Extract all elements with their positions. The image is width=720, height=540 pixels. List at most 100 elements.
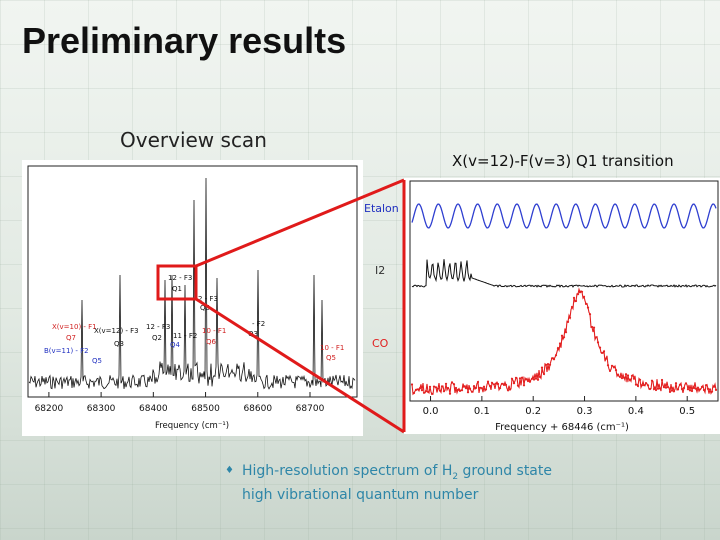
co-data-point: [700, 385, 704, 388]
co-data-point: [642, 384, 646, 387]
co-data-point: [588, 313, 592, 316]
overview-peak-annotation: - F2: [252, 320, 265, 328]
co-data-point: [568, 316, 572, 319]
co-data-point: [478, 386, 482, 389]
co-data-point: [670, 389, 674, 392]
co-data-point: [714, 388, 718, 391]
co-data-point: [658, 387, 662, 390]
co-data-point: [452, 383, 456, 386]
overview-peak-annotation: 10 - F1: [320, 344, 344, 352]
co-data-point: [426, 390, 430, 393]
co-data-point: [608, 369, 612, 372]
co-data-point: [412, 391, 416, 395]
overview-peak-annotation: Q2: [152, 334, 162, 342]
co-data-point: [646, 384, 650, 387]
co-data-point: [488, 384, 492, 388]
co-data-point: [628, 378, 632, 381]
co-data-point: [536, 378, 540, 381]
co-data-point: [576, 293, 580, 296]
overview-peak-annotation: Q7: [66, 334, 76, 342]
co-data-point: [518, 377, 522, 380]
co-data-point: [582, 295, 586, 298]
overview-plot-frame: [27, 165, 358, 398]
co-data-point: [540, 366, 544, 369]
co-data-point: [650, 379, 654, 382]
co-data-point: [634, 383, 638, 386]
co-data-point: [612, 366, 616, 369]
co-data-point: [620, 377, 624, 380]
zoom-line-top: [195, 178, 405, 268]
co-data-point: [496, 382, 500, 386]
co-data-point: [556, 347, 560, 350]
co-data-point: [638, 378, 642, 381]
co-data-point: [574, 299, 578, 303]
highres-x-tick-label: 0.3: [577, 406, 593, 417]
co-data-point: [462, 385, 466, 388]
co-label: CO: [372, 337, 389, 350]
co-data-point: [652, 387, 656, 391]
overview-x-tick-label: 68700: [296, 404, 325, 414]
co-data-point: [538, 375, 542, 378]
co-data-point: [560, 334, 564, 337]
co-data-point: [446, 386, 450, 390]
co-data-point: [678, 383, 682, 386]
co-data-point: [702, 388, 706, 392]
co-data-point: [524, 378, 528, 381]
co-data-point: [624, 373, 628, 376]
co-data-point: [580, 290, 584, 293]
overview-peak-annotation: Q5: [92, 357, 102, 365]
bullet-text: High-resolution spectrum of H2 ground st…: [242, 463, 552, 503]
co-data-point: [550, 357, 554, 360]
co-data-point: [520, 376, 524, 379]
co-data-point: [676, 388, 680, 391]
co-data-point: [690, 389, 694, 393]
co-data-point: [616, 373, 620, 376]
co-data-point: [460, 389, 464, 392]
highres-svg: 0.0 0.1 0.2 0.3 0.4 0.5 Frequency + 68446 (cm…: [409, 180, 719, 433]
overview-peak-annotation: 2 - F3: [198, 295, 218, 303]
co-data-point: [486, 380, 490, 383]
co-data-point: [594, 336, 598, 339]
co-data-point: [684, 382, 688, 385]
co-data-point: [442, 390, 446, 393]
co-data-point: [636, 384, 640, 388]
co-data-point: [410, 383, 414, 386]
co-data-point: [614, 369, 618, 372]
overview-x-tick-label: 68500: [191, 404, 220, 414]
co-data-point: [436, 387, 440, 390]
co-data-point: [530, 377, 534, 380]
co-data-point: [660, 378, 664, 382]
co-data-point: [674, 382, 678, 385]
highres-x-tick-label: 0.2: [525, 406, 541, 417]
transition-subtitle: X(v=12)-F(v=3) Q1 transition: [452, 152, 674, 170]
co-data-point: [534, 377, 538, 380]
co-data-point: [622, 376, 626, 379]
co-data-point: [640, 384, 644, 387]
zoom-line-bottom: [195, 297, 405, 434]
co-data-point: [522, 384, 526, 387]
highres-x-tick-label: 0.4: [628, 406, 644, 417]
co-data-point: [656, 387, 660, 390]
co-data-point: [416, 388, 420, 391]
co-data-point: [466, 391, 470, 394]
overview-peak-annotation: 12 - F3: [168, 274, 192, 282]
co-data-point: [502, 383, 506, 386]
co-data-point: [686, 388, 690, 391]
co-data-point: [456, 388, 460, 391]
i2-series-line: [411, 259, 717, 288]
overview-peak-annotation: Q3: [114, 340, 124, 348]
co-data-point: [422, 391, 426, 394]
co-data-point: [418, 387, 422, 390]
zoom-highlight-box: [156, 264, 198, 301]
co-data-point: [672, 390, 676, 393]
overview-x-tick-label: 68200: [35, 404, 64, 414]
co-data-point: [532, 378, 536, 381]
slide-title: Preliminary results: [22, 20, 347, 61]
co-data-point: [704, 384, 708, 387]
co-data-point: [514, 376, 518, 379]
co-data-point: [712, 385, 716, 388]
co-data-point: [504, 383, 508, 386]
overview-peak-annotation: X(v=12) - F3: [94, 327, 139, 335]
co-data-point: [558, 342, 562, 345]
